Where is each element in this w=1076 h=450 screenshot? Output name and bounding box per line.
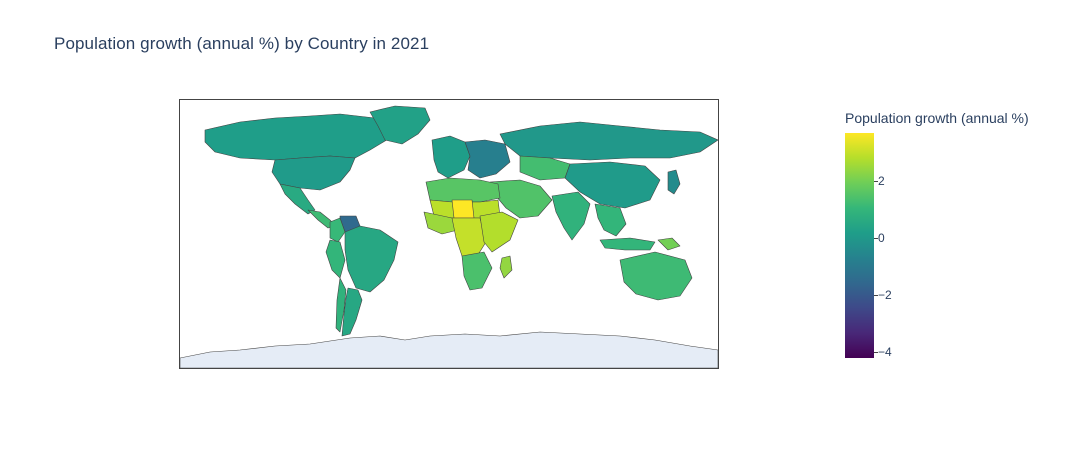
country-united-states[interactable]: United States: 0.1 <box>271 155 356 191</box>
country-east-africa[interactable]: East Africa: 2.8 <box>479 211 519 253</box>
country-chile[interactable]: Chile: 0.9 <box>335 277 347 333</box>
chart-title: Population growth (annual %) by Country … <box>54 34 430 53</box>
country-southeast-asia[interactable]: Southeast Asia: 1 <box>594 203 627 237</box>
country-niger[interactable]: Niger: 3.7 <box>451 199 475 219</box>
country-china[interactable]: China: 0.1 <box>564 161 661 209</box>
antarctica <box>180 331 718 368</box>
country-canada[interactable]: Canada: 0.2 <box>204 113 416 161</box>
colorbar-tick-mark <box>874 295 878 297</box>
country-japan[interactable]: Japan: -0.4 <box>667 169 681 195</box>
country-madagascar[interactable]: Madagascar: 2.4 <box>499 255 513 279</box>
country-papua-new-guinea[interactable]: Papua New Guinea: 2 <box>657 237 681 251</box>
country-colombia[interactable]: Colombia: 1.1 <box>329 217 346 243</box>
colorbar-title: Population growth (annual %) <box>845 110 1029 126</box>
colorbar-tick-label: −4 <box>878 345 892 360</box>
country-west-africa[interactable]: West Africa: 2.5 <box>423 211 459 235</box>
colorbar-tick-label: 0 <box>878 231 885 246</box>
country-brazil[interactable]: Brazil: 0.5 <box>344 225 399 293</box>
colorbar-tick-mark <box>874 352 878 354</box>
country-india[interactable]: India: 0.9 <box>551 191 591 241</box>
colorbar <box>845 133 874 358</box>
map-plot-area[interactable]: Canada: 0.2United States: 0.1 Greenland: … <box>179 99 719 369</box>
country-north-africa[interactable]: North Africa: 1.6 <box>425 177 501 203</box>
country-argentina[interactable]: Argentina: 0.5 <box>341 287 363 337</box>
country-eastern-europe[interactable]: Eastern Europe: -0.8 <box>464 139 511 179</box>
country-indonesia[interactable]: Indonesia: 1 <box>599 237 656 251</box>
country-greenland[interactable]: Greenland: 0.3 <box>369 105 431 145</box>
colorbar-tick-label: −2 <box>878 288 892 303</box>
colorbar-tick-mark <box>874 238 878 240</box>
world-map: Canada: 0.2United States: 0.1 Greenland: … <box>180 105 718 368</box>
country-kazakhstan[interactable]: Kazakhstan: 1.3 <box>519 155 571 181</box>
country-peru[interactable]: Peru: 1 <box>325 239 346 279</box>
country-central-africa[interactable]: Central Africa: 3 <box>451 217 487 259</box>
country-western-europe[interactable]: Western Europe: 0.2 <box>431 135 471 179</box>
country-russia[interactable]: Russia: 0 <box>499 121 718 161</box>
country-australia[interactable]: Australia: 1.2 <box>619 251 693 301</box>
country-southern-africa[interactable]: Southern Africa: 1.4 <box>461 251 493 291</box>
colorbar-tick-label: 2 <box>878 174 885 189</box>
colorbar-tick-mark <box>874 181 878 183</box>
country-middle-east[interactable]: Middle East: 1.5 <box>489 179 553 219</box>
